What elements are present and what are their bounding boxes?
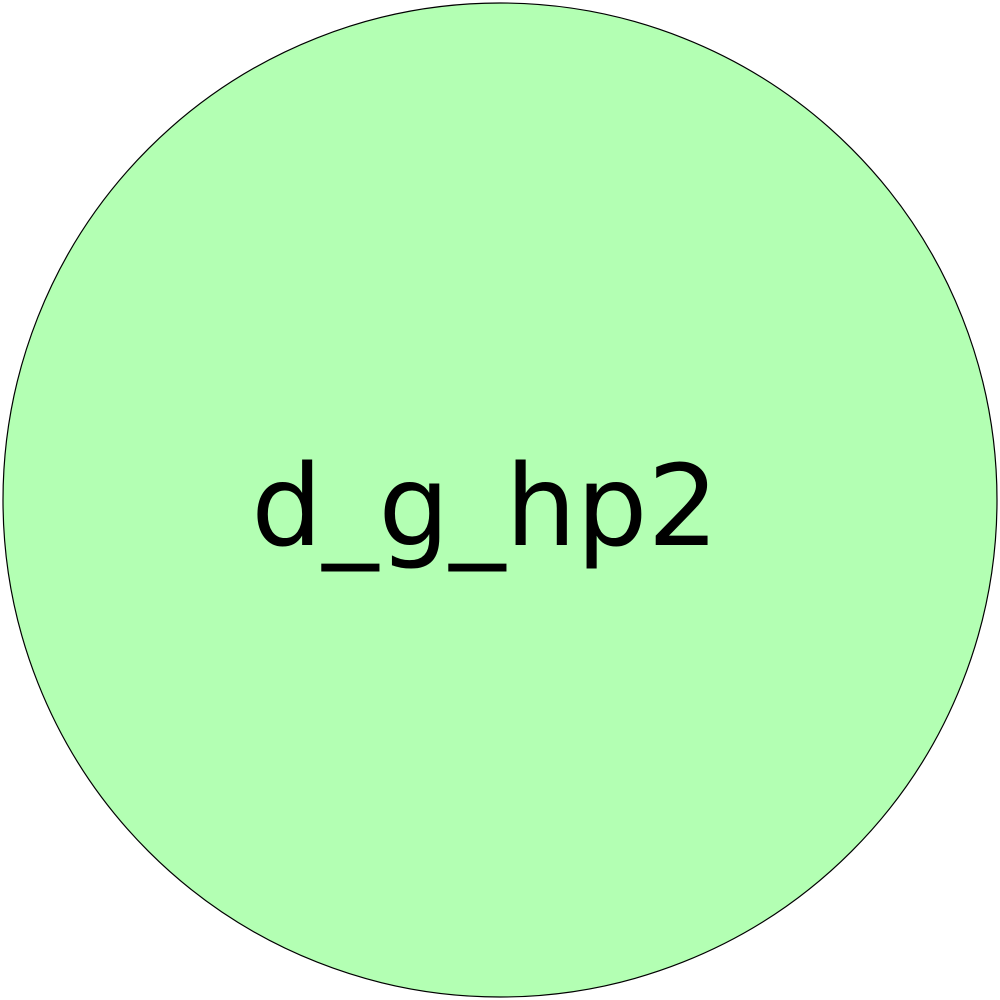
node-label: d_g_hp2 bbox=[251, 442, 719, 572]
